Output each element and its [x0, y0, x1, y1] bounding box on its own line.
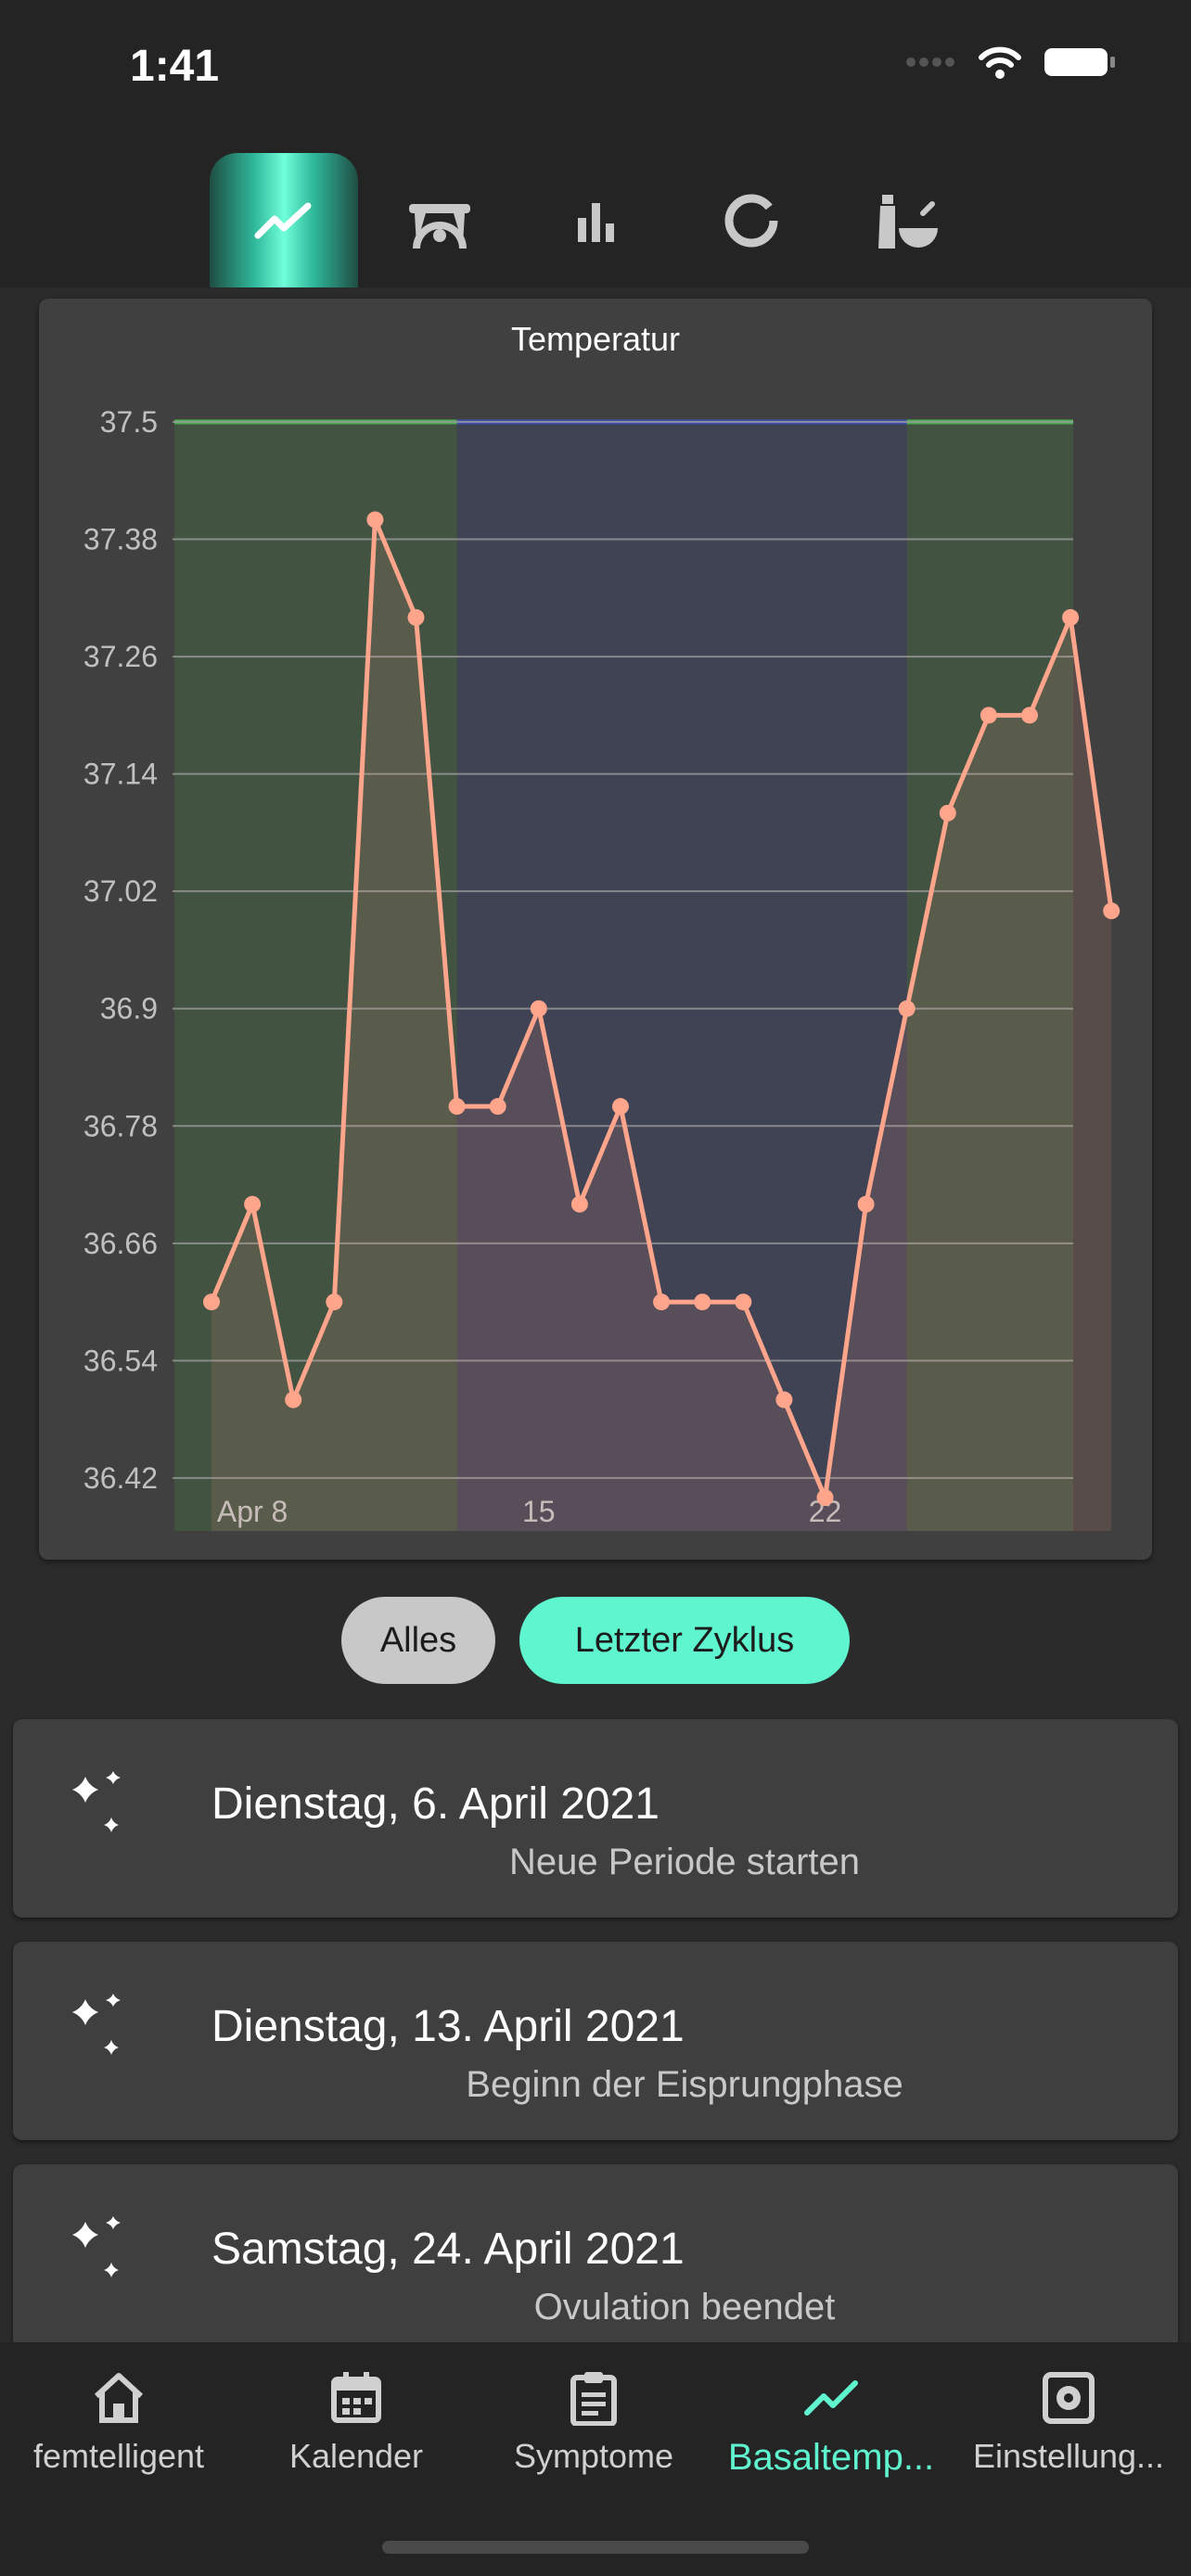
event-description: Ovulation beendet	[533, 2287, 836, 2327]
event-card[interactable]: Dienstag, 13. April 2021 Beginn der Eisp…	[13, 1942, 1178, 2140]
event-description: Neue Periode starten	[508, 1842, 860, 1882]
settings-icon	[1043, 2372, 1095, 2424]
nav-settings[interactable]: Einstellung...	[950, 2370, 1187, 2509]
status-bar: 1:41	[0, 0, 1191, 139]
donut-chart-icon	[724, 194, 778, 247]
chart-title: Temperatur	[511, 320, 680, 358]
data-point	[612, 1098, 629, 1116]
nav-label: Basaltemp...	[727, 2437, 935, 2478]
tab-donut-chart[interactable]	[677, 153, 826, 287]
temperature-chart: Temperatur 37.5 37.38 37.26 37.14 37.02 36.9 36…	[83, 320, 1121, 1531]
event-date: Samstag, 24. April 2021	[211, 2225, 685, 2274]
data-point	[857, 1195, 875, 1213]
event-date: Dienstag, 13. April 2021	[211, 2002, 685, 2051]
trend-icon	[804, 2380, 858, 2416]
temperature-chart-card: Temperatur 37.5 37.38 37.26 37.14 37.02 36.9 36…	[39, 299, 1152, 1560]
clipboard-icon	[570, 2372, 617, 2426]
chart-type-tabs	[0, 139, 1191, 287]
data-point	[244, 1195, 262, 1213]
sparkles-icon	[72, 1771, 121, 1832]
data-point	[939, 804, 956, 822]
sparkles-icon	[72, 1994, 121, 2055]
status-icons	[905, 45, 1117, 80]
nav-symptoms[interactable]: Symptome	[475, 2370, 712, 2509]
y-tick-label: 36.78	[83, 1109, 158, 1142]
nav-label: Einstellung...	[972, 2437, 1165, 2475]
y-tick-label: 37.5	[100, 405, 158, 439]
data-point	[1021, 707, 1038, 724]
status-time: 1:41	[130, 42, 220, 91]
y-tick-label: 36.54	[83, 1344, 158, 1377]
data-point	[1103, 902, 1121, 920]
y-tick-label: 36.9	[100, 992, 158, 1026]
data-point	[448, 1098, 466, 1116]
data-point	[570, 1195, 588, 1213]
data-point	[407, 608, 425, 626]
data-point	[898, 1000, 916, 1017]
data-point	[816, 1489, 834, 1506]
tab-temperature-trend[interactable]	[210, 153, 358, 287]
data-point	[653, 1294, 671, 1311]
data-point	[735, 1294, 752, 1311]
data-point	[530, 1000, 547, 1017]
series-area	[211, 519, 1112, 1531]
phase-band	[906, 422, 1073, 1531]
scale-icon	[409, 203, 470, 249]
phase-band	[456, 422, 907, 1531]
event-description: Beginn der Eisprungphase	[466, 2064, 903, 2105]
nav-home[interactable]: femtelligent	[0, 2370, 237, 2509]
data-point	[775, 1391, 793, 1409]
battery-icon	[1044, 48, 1115, 76]
data-point	[203, 1294, 220, 1311]
data-point	[980, 707, 997, 724]
wifi-icon	[979, 46, 1021, 79]
event-date: Dienstag, 6. April 2021	[211, 1779, 660, 1829]
signal-icon	[906, 57, 954, 67]
bar-chart-icon	[578, 202, 614, 242]
all-button[interactable]: Alles	[341, 1597, 495, 1684]
sparkles-icon	[72, 2216, 121, 2277]
calendar-icon	[331, 2372, 381, 2423]
nav-label: femtelligent	[32, 2437, 205, 2475]
y-tick-label: 37.02	[83, 874, 158, 908]
nav-basal-temperature[interactable]: Basaltemp...	[712, 2370, 950, 2509]
nav-label: Kalender	[288, 2437, 424, 2475]
trend-icon	[254, 202, 312, 238]
data-point	[326, 1294, 343, 1311]
event-card[interactable]: Dienstag, 6. April 2021 Neue Periode sta…	[13, 1719, 1178, 1918]
nav-calendar[interactable]: Kalender	[237, 2370, 475, 2509]
nav-label: Symptome	[513, 2437, 674, 2475]
x-tick-label: Apr 8	[217, 1495, 288, 1528]
mortar-pestle-icon	[878, 194, 938, 249]
event-card[interactable]: Samstag, 24. April 2021 Ovulation beende…	[13, 2164, 1178, 2363]
tab-bar-chart[interactable]	[521, 153, 670, 287]
data-point	[694, 1294, 711, 1311]
tab-scale[interactable]	[365, 153, 514, 287]
data-point	[1062, 608, 1080, 626]
y-tick-label: 37.14	[83, 758, 158, 791]
home-indicator	[382, 2541, 809, 2554]
last-cycle-button[interactable]: Letzter Zyklus	[519, 1597, 850, 1684]
y-tick-label: 37.26	[83, 640, 158, 673]
data-point	[489, 1098, 506, 1116]
y-tick-label: 36.66	[83, 1227, 158, 1260]
data-point	[285, 1391, 302, 1409]
data-point	[366, 511, 384, 529]
y-tick-label: 37.38	[83, 523, 158, 556]
x-tick-label: 15	[522, 1495, 556, 1528]
bottom-navigation: femtelligent Kalender Symptome Basaltemp…	[0, 2342, 1191, 2576]
tab-mortar[interactable]	[833, 153, 981, 287]
home-icon	[94, 2373, 144, 2423]
y-tick-label: 36.42	[83, 1461, 158, 1495]
